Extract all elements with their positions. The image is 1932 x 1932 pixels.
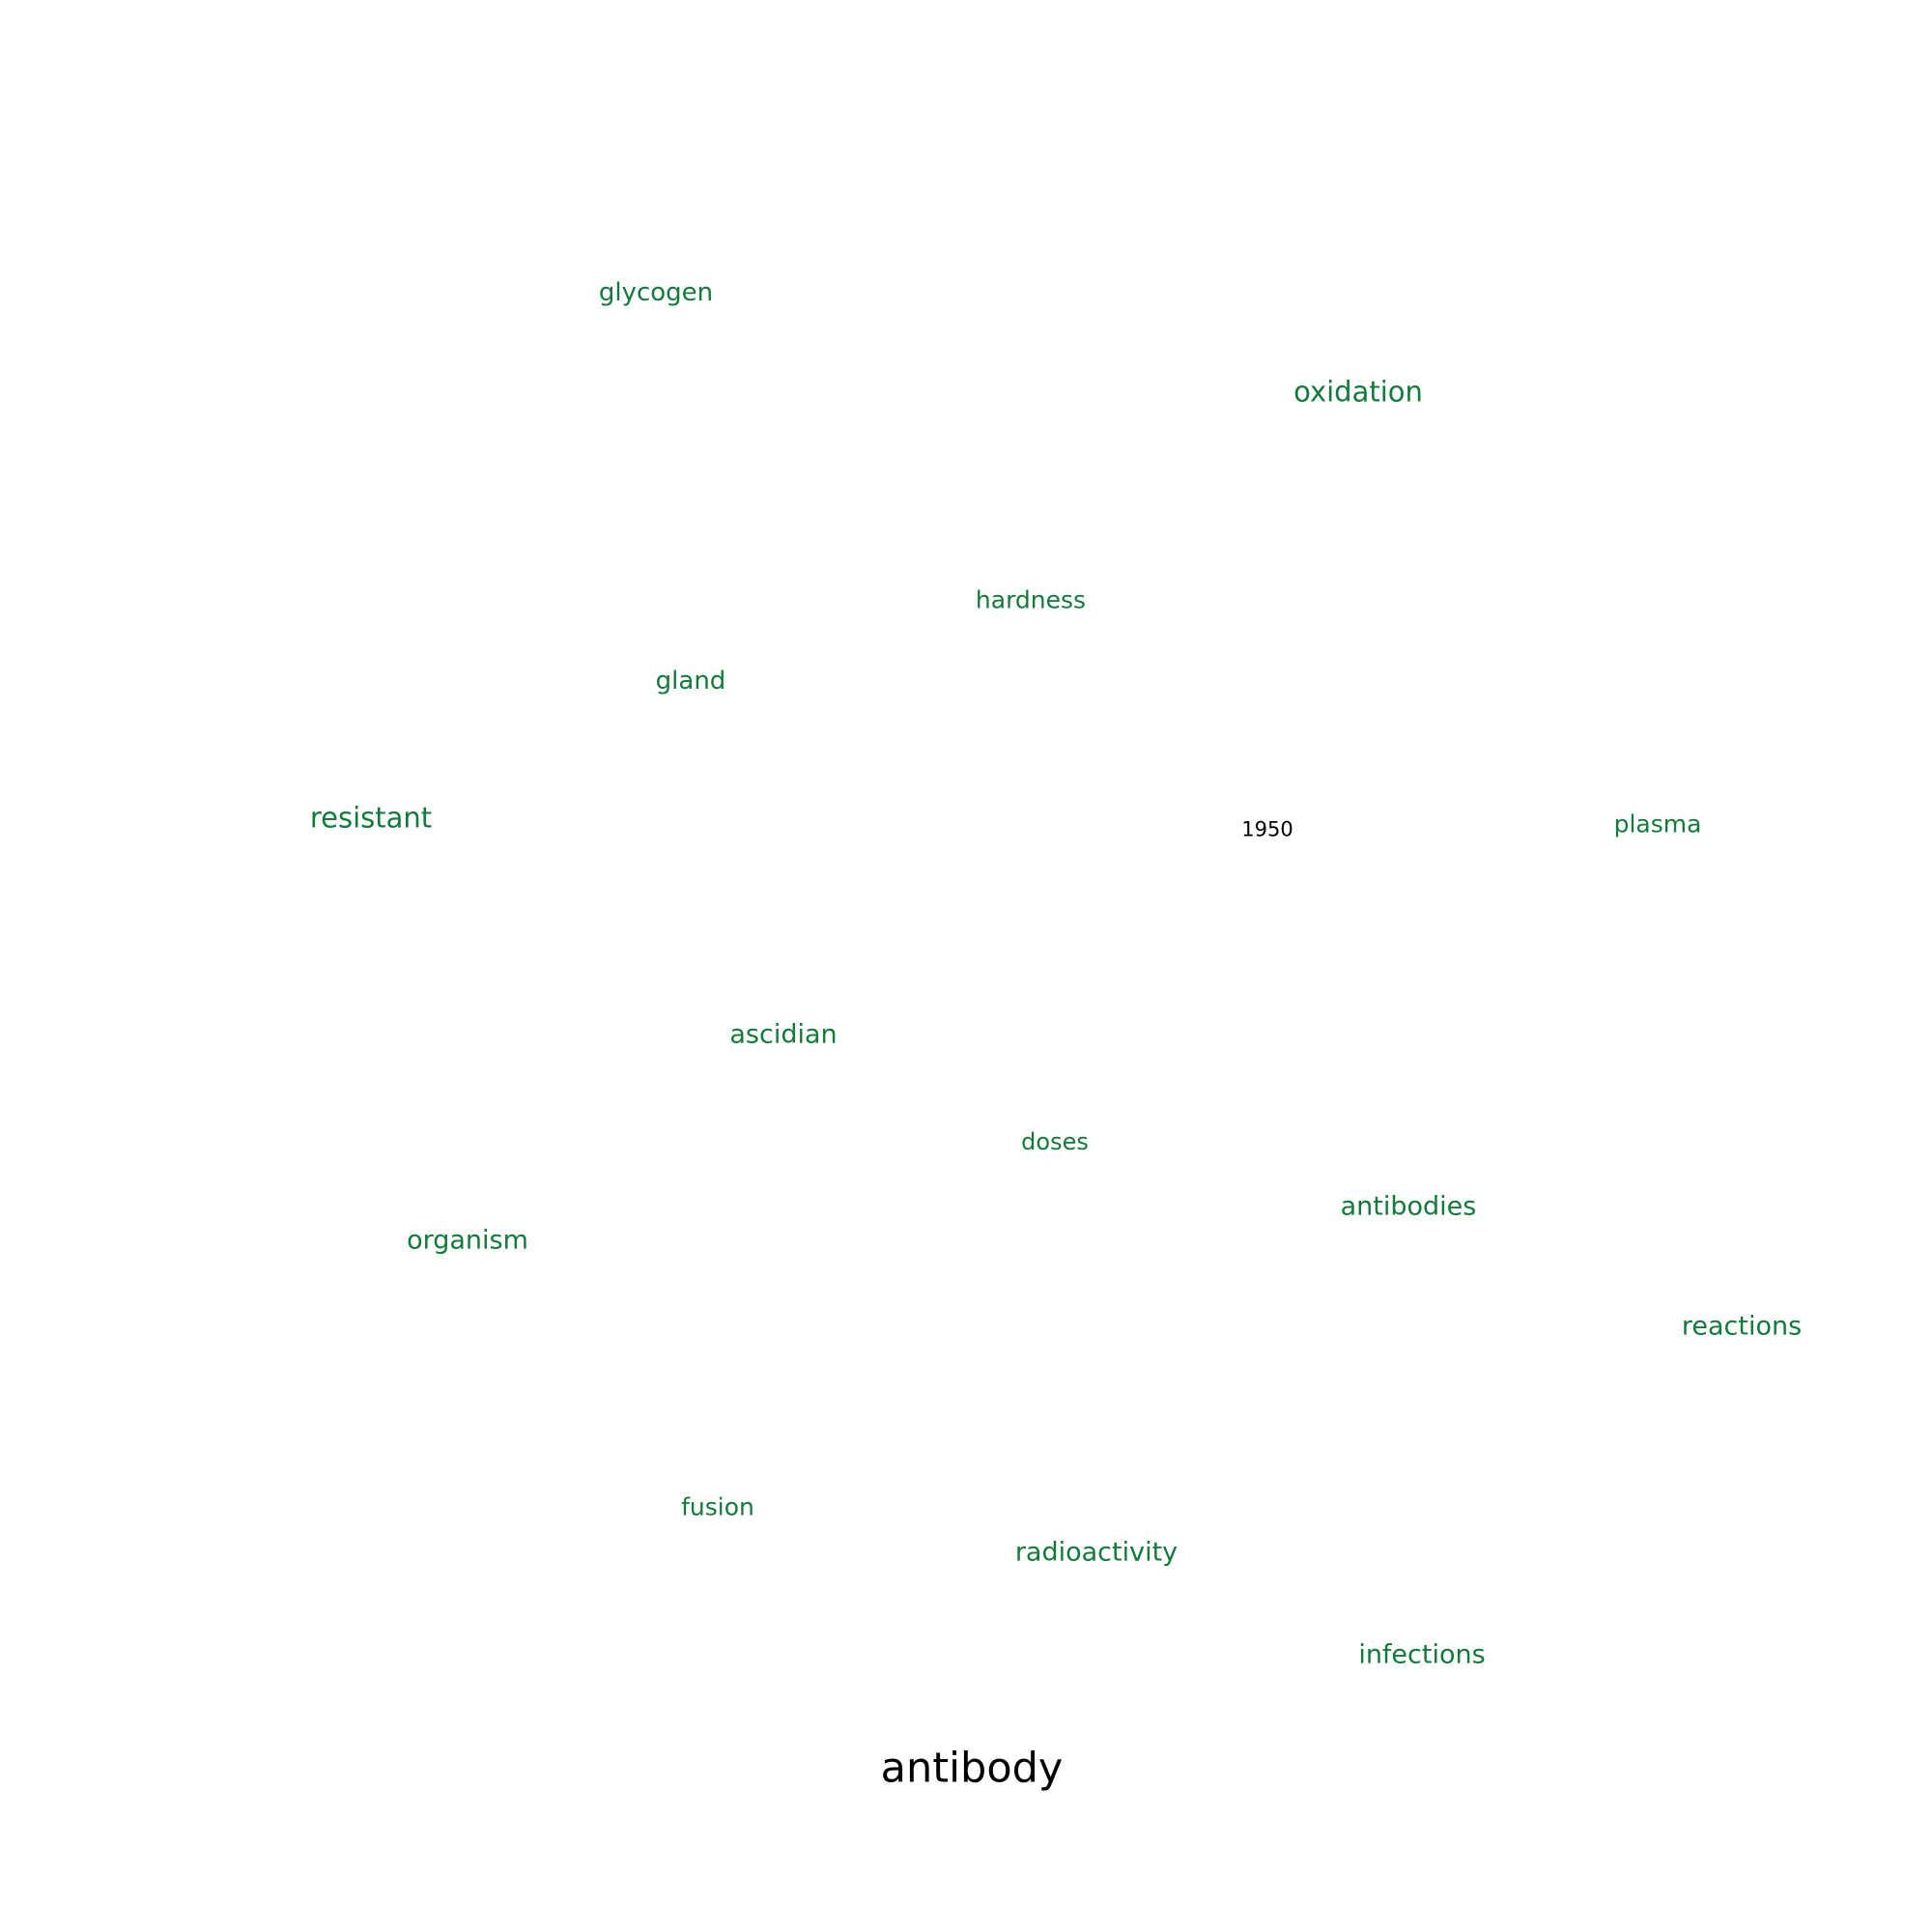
neighbor-word-radioactivity: radioactivity <box>1015 1540 1178 1566</box>
neighbor-word-hardness: hardness <box>976 588 1086 612</box>
neighbor-word-fusion: fusion <box>681 1495 754 1520</box>
neighbor-word-infections: infections <box>1358 1642 1485 1668</box>
neighbor-word-plasma: plasma <box>1614 812 1702 837</box>
target-word: antibody <box>881 1748 1064 1790</box>
year-label: 1950 <box>1241 820 1293 840</box>
neighbor-word-reactions: reactions <box>1682 1314 1802 1340</box>
neighbor-word-ascidian: ascidian <box>729 1022 837 1048</box>
neighbor-word-gland: gland <box>656 668 726 694</box>
neighbor-word-glycogen: glycogen <box>599 280 713 305</box>
neighbor-word-antibodies: antibodies <box>1341 1194 1477 1220</box>
neighbor-word-doses: doses <box>1021 1130 1089 1153</box>
neighbor-word-oxidation: oxidation <box>1293 379 1423 407</box>
neighbor-word-organism: organism <box>407 1228 528 1254</box>
neighbor-word-resistant: resistant <box>310 805 432 833</box>
